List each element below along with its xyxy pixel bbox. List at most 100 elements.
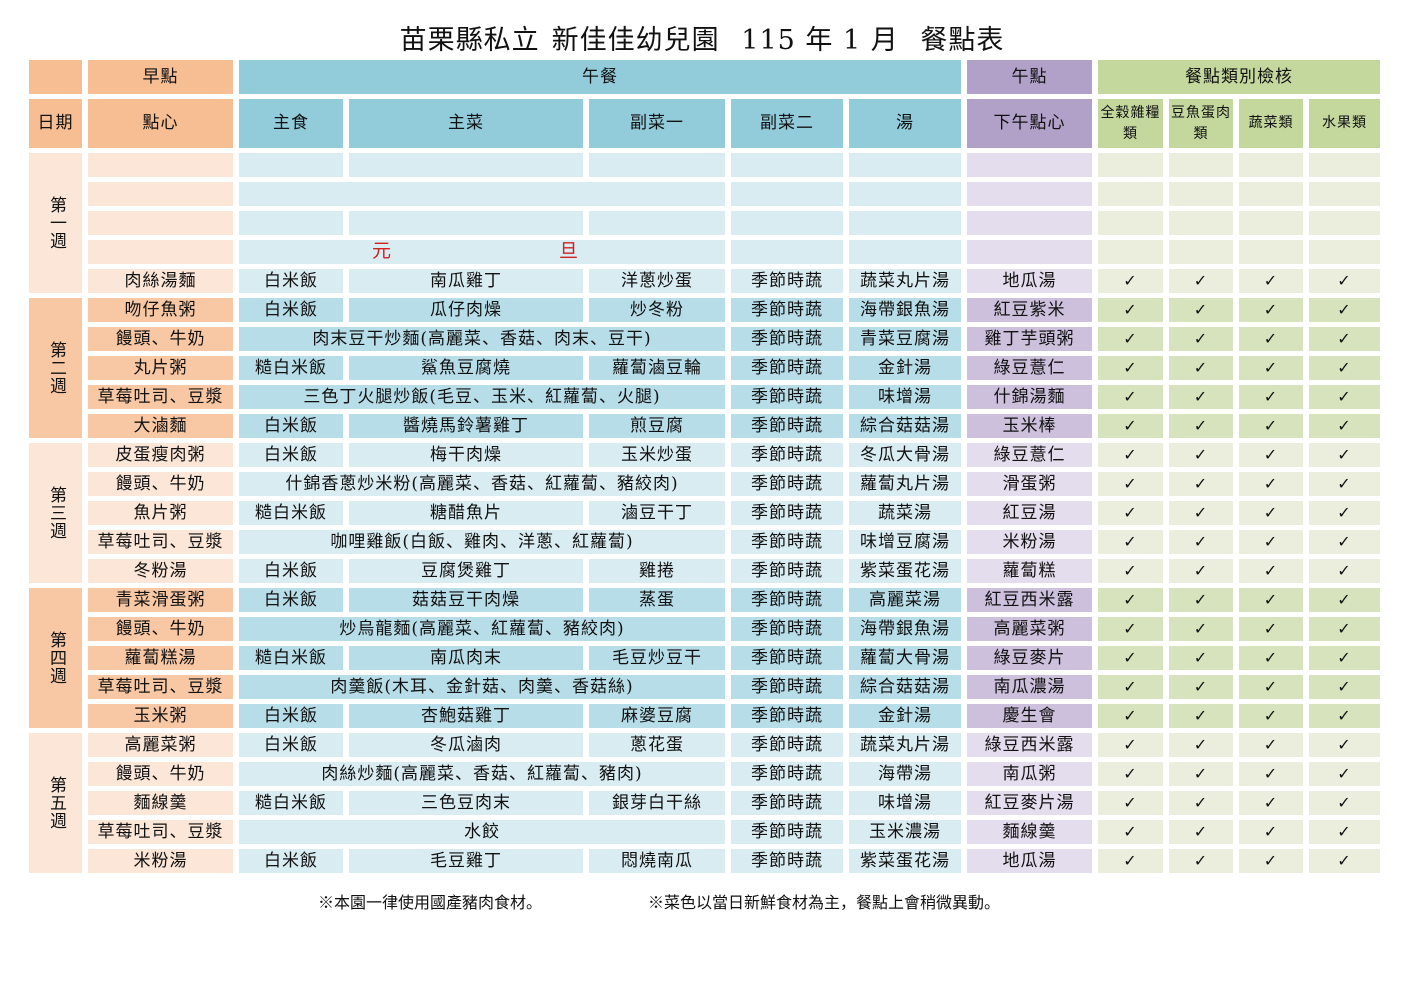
pm-snack-cell: 地瓜湯 [967, 849, 1092, 873]
header-am-snack: 點心 [88, 99, 233, 148]
combined-meal-cell: 炒烏龍麵(高麗菜、紅蘿蔔、豬絞肉) [239, 617, 725, 641]
check-protein-cell: ✓ [1169, 617, 1233, 641]
table-row: 肉絲湯麵 白米飯 南瓜雞丁 洋蔥炒蛋 季節時蔬 蔬菜丸片湯 地瓜湯 ✓ ✓ ✓ ✓ [29, 269, 1380, 293]
table-row: 草莓吐司、豆漿 三色丁火腿炒飯(毛豆、玉米、紅蘿蔔、火腿) 季節時蔬 味增湯 什錦湯麵 ✓… [29, 385, 1380, 409]
header-veg: 蔬菜類 [1239, 99, 1303, 148]
staple-cell: 糙白米飯 [239, 356, 343, 380]
am-snack-cell: 青菜滑蛋粥 [88, 588, 233, 612]
staple-cell: 白米飯 [239, 588, 343, 612]
check-grains-cell [1098, 240, 1163, 264]
table-row: 玉米粥 白米飯 杏鮑菇雞丁 麻婆豆腐 季節時蔬 金針湯 慶生會 ✓ ✓ ✓ ✓ [29, 704, 1380, 728]
am-snack-cell: 草莓吐司、豆漿 [88, 820, 233, 844]
pm-snack-cell: 米粉湯 [967, 530, 1092, 554]
side2-cell: 季節時蔬 [731, 385, 843, 409]
soup-cell: 綜合菇菇湯 [849, 414, 961, 438]
holiday-cell: 元旦 [239, 240, 725, 264]
check-grains-cell: ✓ [1098, 385, 1163, 409]
combined-meal-cell: 肉末豆干炒麵(高麗菜、香菇、肉末、豆干) [239, 327, 725, 351]
check-veg-cell [1239, 211, 1303, 235]
side2-cell: 季節時蔬 [731, 501, 843, 525]
header-column-row: 日期 點心 主食 主菜 副菜一 副菜二 湯 下午點心 全穀雜糧類 豆魚蛋肉類 蔬… [29, 99, 1380, 148]
check-grains-cell: ✓ [1098, 733, 1163, 757]
table-row: 魚片粥 糙白米飯 糖醋魚片 滷豆干丁 季節時蔬 蔬菜湯 紅豆湯 ✓ ✓ ✓ ✓ [29, 501, 1380, 525]
check-protein-cell: ✓ [1169, 472, 1233, 496]
main-dish-cell: 梅干肉燥 [349, 443, 583, 467]
week-label: 第一週 [29, 153, 82, 293]
main-dish-cell: 杏鮑菇雞丁 [349, 704, 583, 728]
check-grains-cell: ✓ [1098, 617, 1163, 641]
check-grains-cell: ✓ [1098, 501, 1163, 525]
main-dish-cell: 瓜仔肉燥 [349, 298, 583, 322]
check-veg-cell: ✓ [1239, 356, 1303, 380]
am-snack-cell: 魚片粥 [88, 501, 233, 525]
header-blank [29, 60, 82, 94]
side2-cell: 季節時蔬 [731, 791, 843, 815]
table-row: 饅頭、牛奶 肉絲炒麵(高麗菜、香菇、紅蘿蔔、豬肉) 季節時蔬 海帶湯 南瓜粥 ✓ ✓ ✓ ✓ [29, 762, 1380, 786]
menu-table: 早點 午餐 午點 餐點類別檢核 日期 點心 主食 主菜 副菜一 副菜二 湯 下午… [23, 55, 1386, 878]
soup-cell: 海帶湯 [849, 762, 961, 786]
header-pm-snack: 下午點心 [967, 99, 1092, 148]
pm-snack-cell: 南瓜粥 [967, 762, 1092, 786]
combined-meal-cell [239, 182, 725, 206]
table-row: 元旦 [29, 240, 1380, 264]
check-protein-cell: ✓ [1169, 820, 1233, 844]
header-staple: 主食 [239, 99, 343, 148]
am-snack-cell: 饅頭、牛奶 [88, 762, 233, 786]
check-grains-cell: ✓ [1098, 356, 1163, 380]
am-snack-cell: 丸片粥 [88, 356, 233, 380]
check-fruit-cell: ✓ [1309, 675, 1380, 699]
side1-cell: 悶燒南瓜 [589, 849, 725, 873]
side1-cell: 蘿蔔滷豆輪 [589, 356, 725, 380]
side2-cell: 季節時蔬 [731, 849, 843, 873]
check-veg-cell: ✓ [1239, 820, 1303, 844]
side1-cell: 蔥花蛋 [589, 733, 725, 757]
check-veg-cell: ✓ [1239, 269, 1303, 293]
check-veg-cell: ✓ [1239, 617, 1303, 641]
side1-cell: 煎豆腐 [589, 414, 725, 438]
check-grains-cell: ✓ [1098, 849, 1163, 873]
check-veg-cell [1239, 240, 1303, 264]
soup-cell: 金針湯 [849, 356, 961, 380]
side2-cell: 季節時蔬 [731, 762, 843, 786]
staple-cell: 白米飯 [239, 443, 343, 467]
check-veg-cell [1239, 153, 1303, 177]
week-label: 第二週 [29, 298, 82, 438]
footer-note-pork: ※本園一律使用國產豬肉食材。 [318, 893, 543, 912]
am-snack-cell: 饅頭、牛奶 [88, 327, 233, 351]
table-row: 麵線羹 糙白米飯 三色豆肉末 銀芽白干絲 季節時蔬 味增湯 紅豆麥片湯 ✓ ✓ ✓ ✓ [29, 791, 1380, 815]
pm-snack-cell: 綠豆麥片 [967, 646, 1092, 670]
soup-cell: 玉米濃湯 [849, 820, 961, 844]
check-grains-cell [1098, 211, 1163, 235]
check-veg-cell: ✓ [1239, 443, 1303, 467]
side1-cell: 雞捲 [589, 559, 725, 583]
check-fruit-cell: ✓ [1309, 472, 1380, 496]
side2-cell: 季節時蔬 [731, 733, 843, 757]
staple-cell: 白米飯 [239, 849, 343, 873]
table-row: 饅頭、牛奶 炒烏龍麵(高麗菜、紅蘿蔔、豬絞肉) 季節時蔬 海帶銀魚湯 高麗菜粥 ✓ ✓ ✓ ✓ [29, 617, 1380, 641]
check-protein-cell: ✓ [1169, 646, 1233, 670]
header-soup: 湯 [849, 99, 961, 148]
side1-cell [589, 153, 725, 177]
check-protein-cell: ✓ [1169, 385, 1233, 409]
pm-snack-cell: 綠豆西米露 [967, 733, 1092, 757]
table-row: 第五週 高麗菜粥 白米飯 冬瓜滷肉 蔥花蛋 季節時蔬 蔬菜丸片湯 綠豆西米露 ✓ ✓ ✓ ✓ [29, 733, 1380, 873]
check-fruit-cell: ✓ [1309, 588, 1380, 612]
side2-cell: 季節時蔬 [731, 356, 843, 380]
am-snack-cell: 草莓吐司、豆漿 [88, 675, 233, 699]
pm-snack-cell: 玉米棒 [967, 414, 1092, 438]
check-veg-cell: ✓ [1239, 675, 1303, 699]
table-row: 蘿蔔糕湯 糙白米飯 南瓜肉末 毛豆炒豆干 季節時蔬 蘿蔔大骨湯 綠豆麥片 ✓ ✓ ✓ ✓ [29, 646, 1380, 670]
table-row: 第四週 青菜滑蛋粥 白米飯 菇菇豆干肉燥 蒸蛋 季節時蔬 高麗菜湯 紅豆西米露 ✓ ✓ ✓ ✓ [29, 588, 1380, 728]
soup-cell [849, 211, 961, 235]
title-org: 苗栗縣私立 [399, 25, 540, 56]
staple-cell: 白米飯 [239, 269, 343, 293]
check-fruit-cell: ✓ [1309, 356, 1380, 380]
staple-cell: 白米飯 [239, 298, 343, 322]
check-protein-cell [1169, 211, 1233, 235]
pm-snack-cell [967, 240, 1092, 264]
main-dish-cell: 鯊魚豆腐燒 [349, 356, 583, 380]
soup-cell: 冬瓜大骨湯 [849, 443, 961, 467]
pm-snack-cell: 高麗菜粥 [967, 617, 1092, 641]
pm-snack-cell [967, 182, 1092, 206]
am-snack-cell: 饅頭、牛奶 [88, 617, 233, 641]
